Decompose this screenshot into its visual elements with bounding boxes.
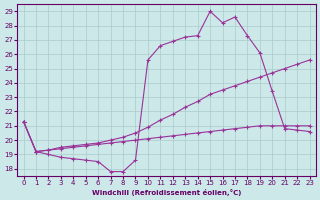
X-axis label: Windchill (Refroidissement éolien,°C): Windchill (Refroidissement éolien,°C): [92, 189, 241, 196]
